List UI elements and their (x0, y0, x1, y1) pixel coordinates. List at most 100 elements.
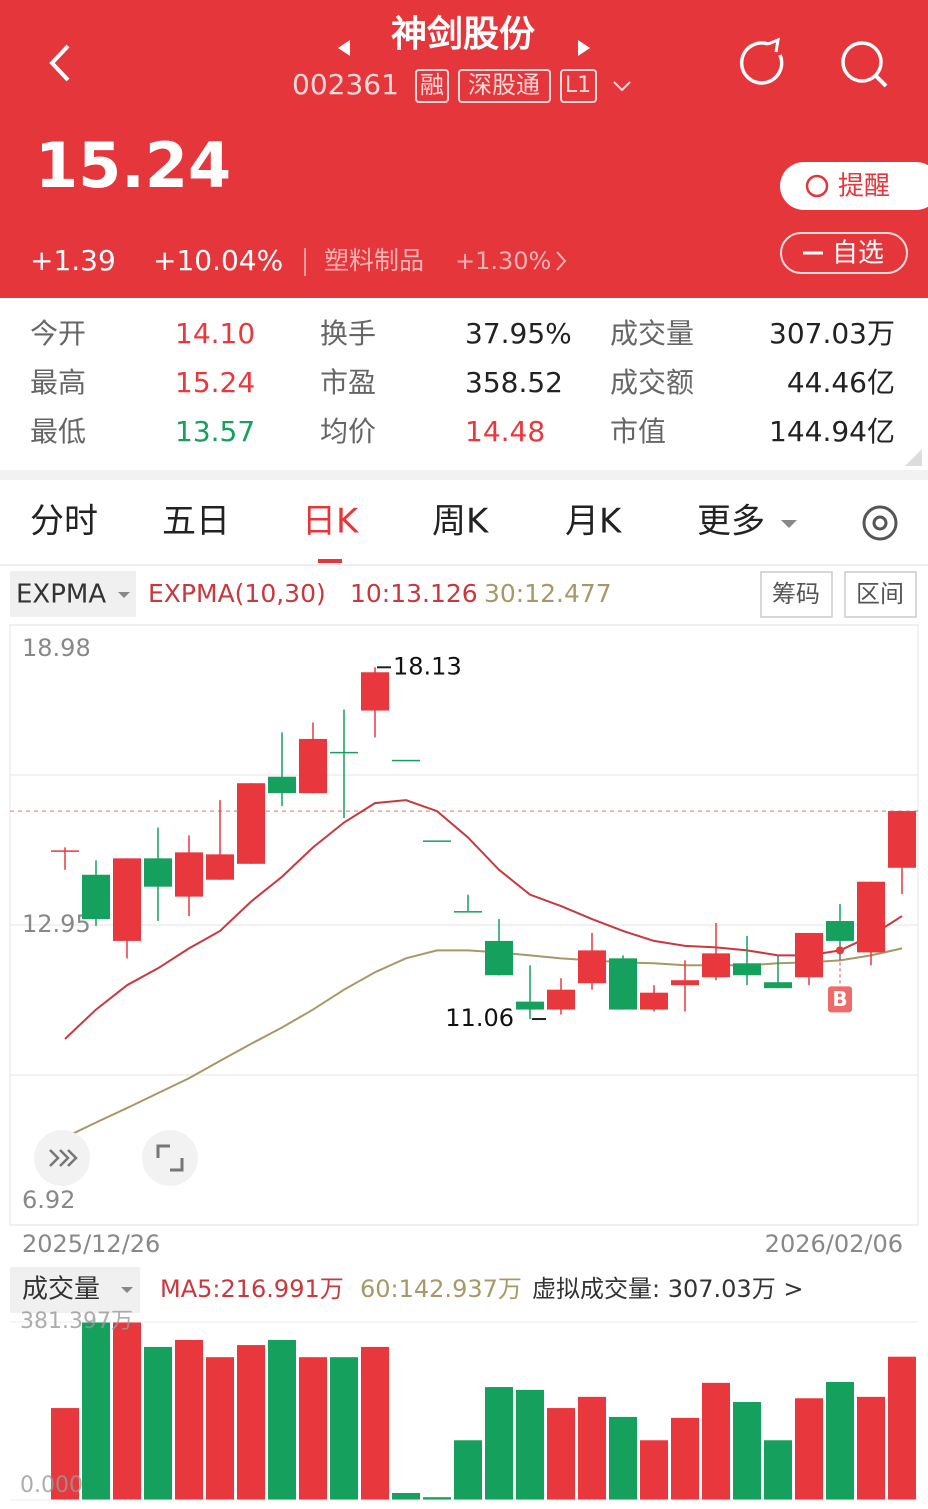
caret (118, 592, 130, 598)
candle-body (640, 992, 668, 1010)
back-button[interactable] (49, 44, 70, 82)
corner (905, 449, 922, 466)
candle-body (51, 850, 79, 852)
tag: 融 (420, 71, 444, 99)
stat-label: 成交量 (610, 317, 694, 350)
volume-tick-label: 381.397万 (20, 1309, 133, 1334)
ma30-label: 30:12.477 (484, 579, 612, 608)
tab-caret (781, 520, 797, 528)
ma60-label: 60:142.937万 (360, 1275, 522, 1303)
candle-body (392, 759, 420, 762)
candle-body (516, 1001, 544, 1010)
stat-label: 成交额 (610, 366, 694, 399)
candle-body (237, 783, 265, 864)
tag-box (560, 69, 597, 103)
alert-button[interactable] (780, 162, 928, 210)
stat-value: 144.94亿 (769, 415, 895, 448)
stat-value: 14.48 (465, 415, 545, 448)
virtual-volume[interactable]: 虚拟成交量: 307.03万 > (532, 1275, 803, 1303)
volume-select[interactable] (10, 1267, 140, 1313)
fullscreen-button[interactable] (142, 1130, 198, 1186)
candle-body (330, 751, 358, 754)
tabs: 分时 五日 日K 周K 月K 更多 (30, 502, 898, 563)
sector-link[interactable] (556, 251, 567, 271)
candle-body (206, 854, 234, 880)
tab[interactable]: 五日 (162, 502, 230, 542)
volume-bar (609, 1416, 637, 1500)
y-tick-label: 18.98 (22, 634, 91, 662)
stat-value: 44.46亿 (787, 366, 895, 399)
tab[interactable]: 分时 (30, 502, 98, 542)
tab[interactable]: 更多 (697, 502, 765, 542)
candle-body (82, 874, 110, 920)
indicator-name: EXPMA(10,30) (148, 579, 326, 608)
volume-bar (826, 1381, 854, 1500)
candle-body (702, 953, 730, 978)
high-label: 18.13 (393, 652, 462, 680)
tag-box (458, 69, 551, 103)
settings-button[interactable] (862, 505, 898, 541)
change-pct: +10.04% (153, 244, 283, 277)
volume-bar (82, 1322, 110, 1500)
volume-bar (888, 1356, 916, 1500)
ma5-label: MA5:216.991万 (160, 1275, 344, 1303)
tab[interactable]: 周K (432, 502, 490, 542)
stat-value: 307.03万 (769, 317, 895, 350)
candle-body (733, 963, 761, 976)
stat-label: 市盈 (320, 366, 376, 399)
volume-bar (733, 1401, 761, 1500)
volume-bar (392, 1492, 420, 1500)
volume-bar (175, 1339, 203, 1500)
y-tick-label: 12.95 (22, 910, 91, 938)
chips-label: 筹码 (772, 580, 820, 608)
expma-line (64, 799, 903, 1040)
candle-body (764, 982, 792, 989)
fullscreen-icon (156, 1144, 184, 1172)
volume-bar (764, 1440, 792, 1500)
indicator-select[interactable] (10, 571, 136, 617)
tab[interactable]: 月K (565, 502, 623, 542)
volume-bar (237, 1345, 265, 1500)
ma10-label: 10:13.126 (350, 579, 478, 608)
volume-bar (795, 1398, 823, 1500)
next-stock[interactable] (578, 40, 590, 56)
candle-body (671, 980, 699, 986)
tab[interactable]: 日K (302, 502, 360, 542)
stat-label: 最高 (30, 366, 86, 399)
end-date: 2026/02/06 (765, 1230, 903, 1258)
volume-bar (330, 1357, 358, 1500)
dropdown[interactable] (613, 81, 631, 92)
chips-button[interactable] (760, 571, 833, 618)
volume-bar (206, 1357, 234, 1500)
range-button[interactable] (844, 571, 917, 618)
volume-bar (640, 1440, 668, 1500)
candle-body (113, 858, 141, 941)
volume-bar (361, 1346, 389, 1500)
expand-button[interactable] (34, 1130, 90, 1186)
volume-bar (516, 1389, 544, 1500)
candle-body (361, 672, 389, 711)
price: 15.24 (35, 129, 231, 202)
start-date: 2025/12/26 (22, 1230, 160, 1258)
volume-bar (671, 1417, 699, 1500)
watch-button[interactable] (780, 232, 908, 274)
volume-chart: 381.397万 0.000 (10, 1309, 918, 1501)
refresh-button[interactable] (739, 37, 784, 85)
volume-bar (268, 1339, 296, 1500)
candle-body (175, 852, 203, 897)
prev-stock[interactable] (338, 40, 350, 56)
candle-body (857, 881, 885, 953)
stat-label: 今开 (30, 317, 86, 350)
tag: 深股通 (468, 71, 540, 99)
stat-label: 换手 (320, 317, 376, 350)
tag-box (415, 69, 449, 103)
candle-body (826, 921, 854, 941)
buy-badge (828, 986, 852, 1013)
stat-label: 均价 (320, 415, 376, 448)
volume-title: 成交量 (22, 1275, 100, 1305)
volume-tick-label: 0.000 (20, 1473, 83, 1498)
search-button[interactable] (841, 41, 888, 88)
stat-value: 37.95% (465, 317, 572, 350)
